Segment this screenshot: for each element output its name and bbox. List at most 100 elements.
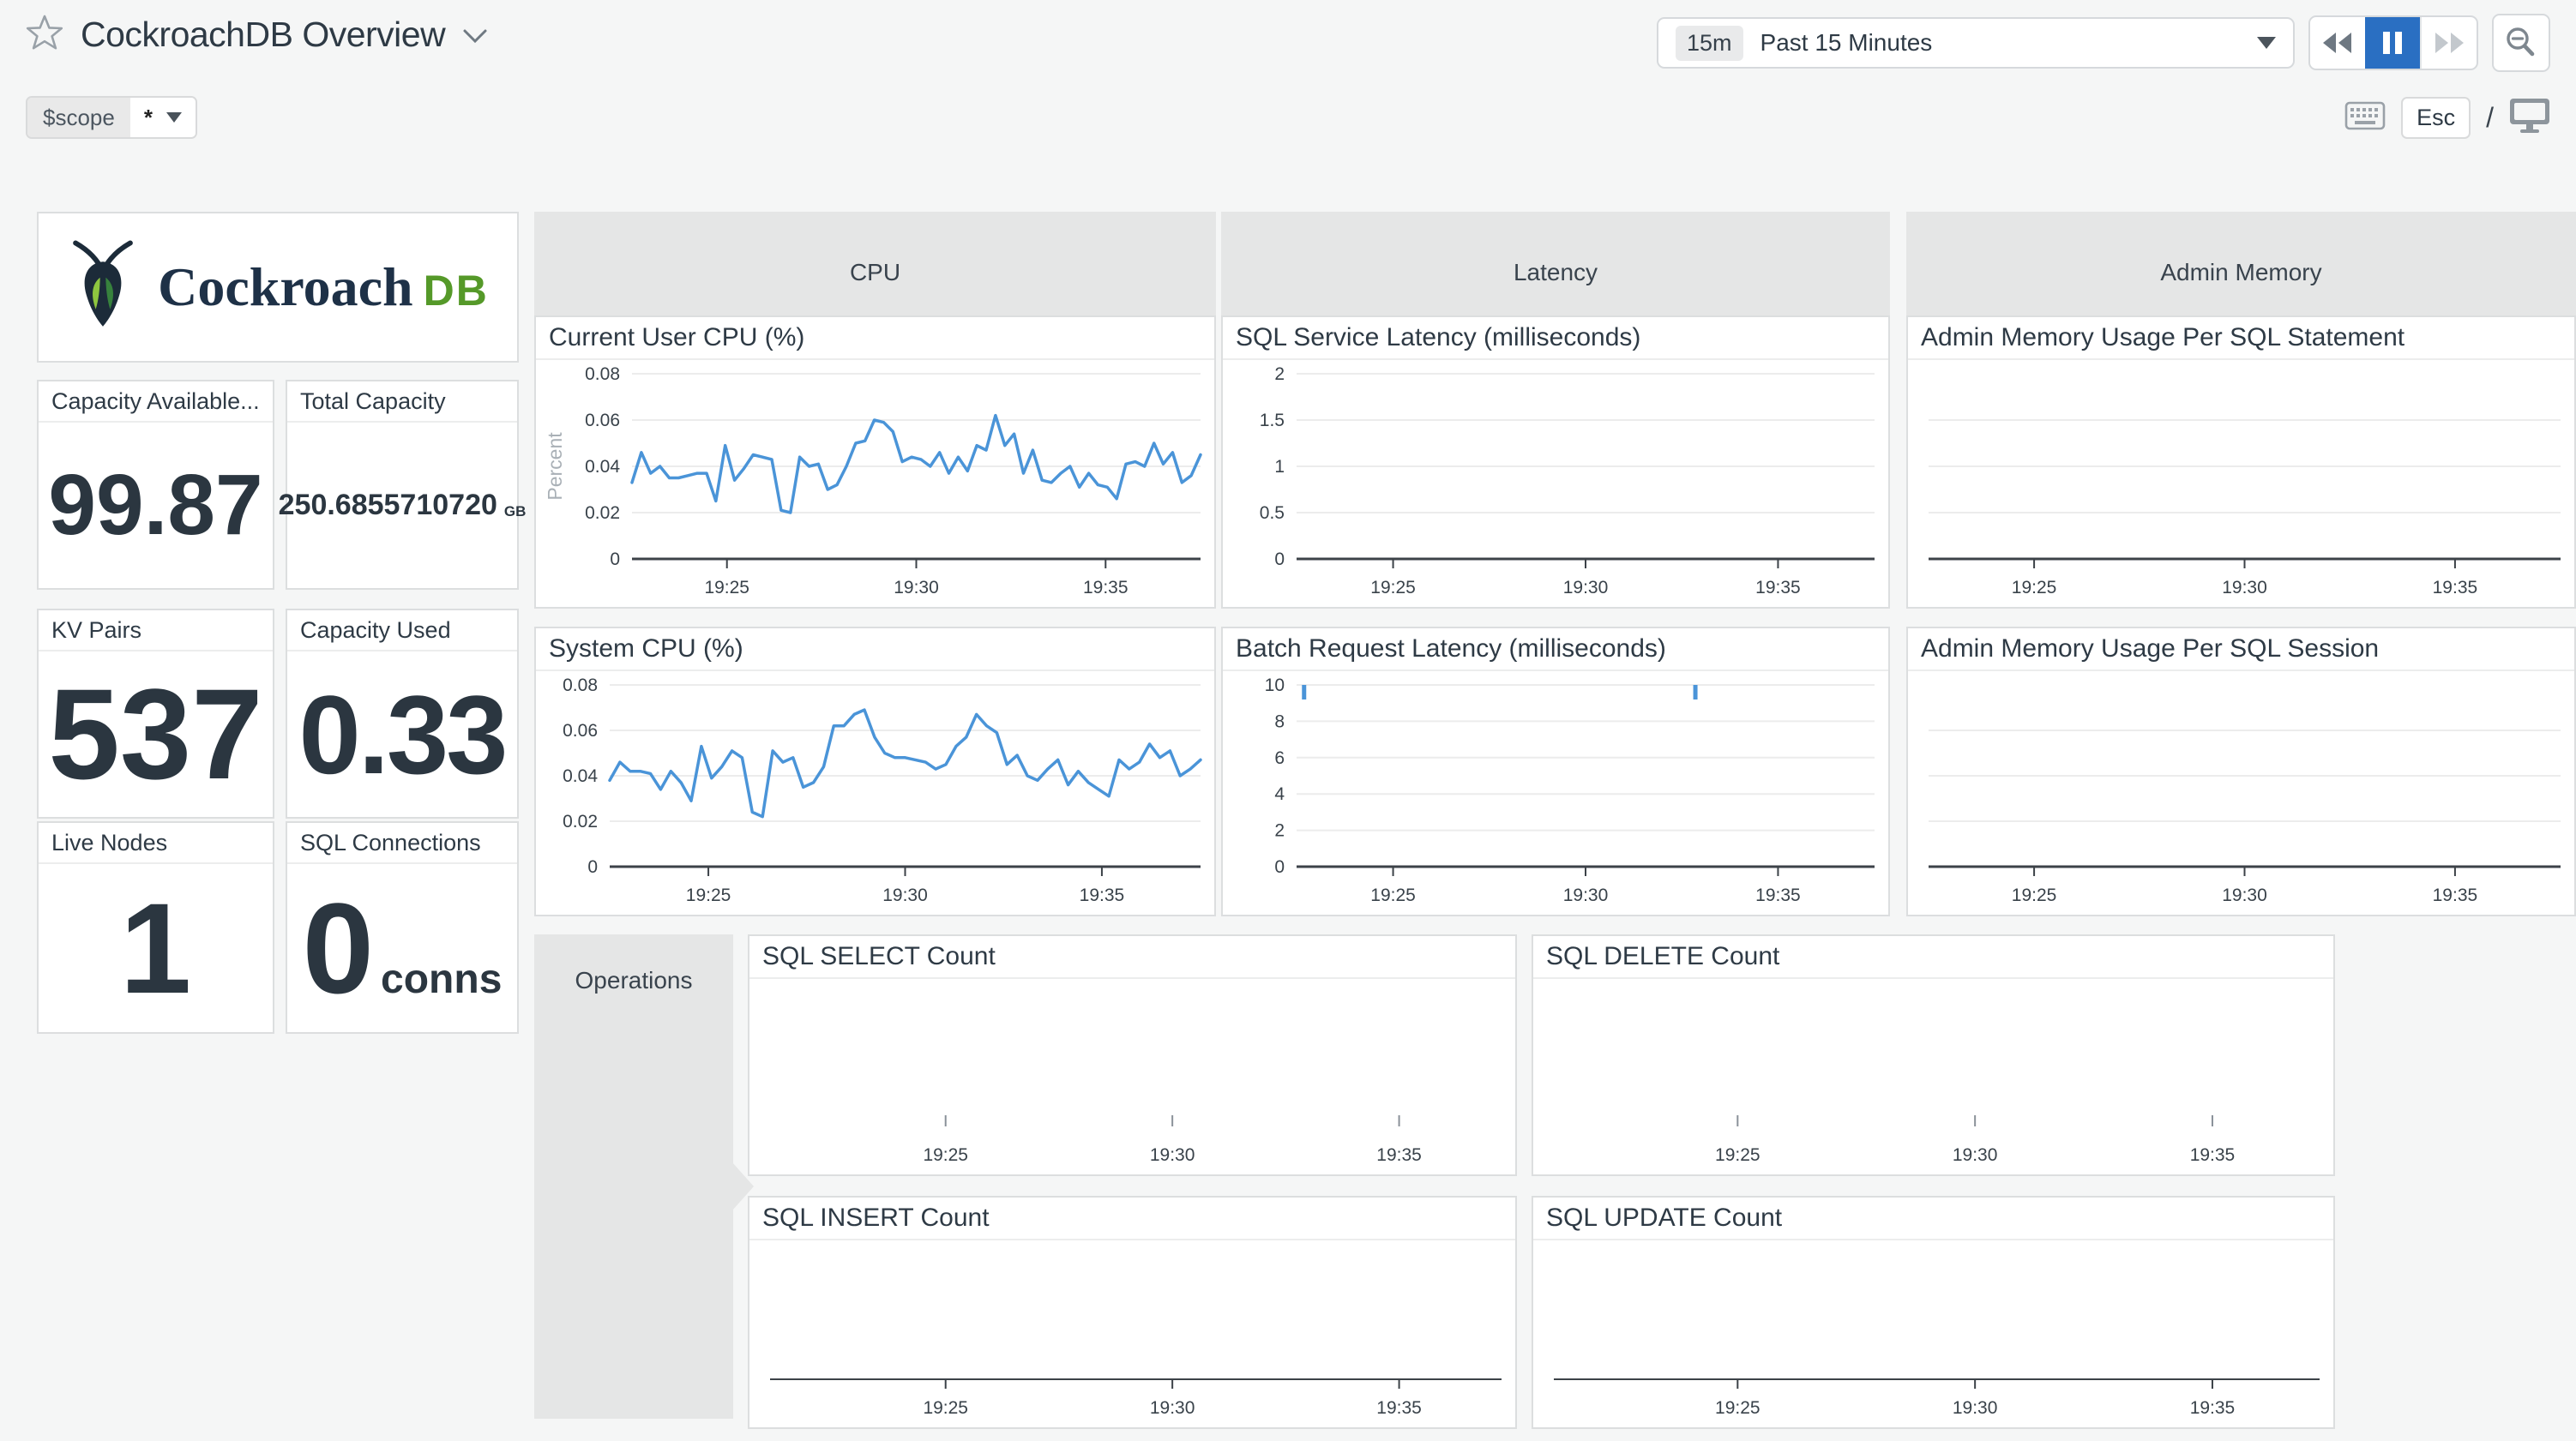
svg-text:2: 2: [1274, 821, 1285, 841]
svg-text:19:35: 19:35: [1755, 578, 1801, 597]
chart-plot-area[interactable]: 19:25 19:30 19:35: [1533, 979, 2333, 1174]
chart-title: SQL INSERT Count: [749, 1198, 1515, 1240]
svg-text:19:35: 19:35: [1755, 886, 1801, 905]
svg-text:6: 6: [1274, 748, 1285, 768]
time-range-selector[interactable]: 15m Past 15 Minutes: [1657, 17, 2295, 69]
svg-text:10: 10: [1265, 675, 1285, 695]
chart-sql-delete-count: SQL DELETE Count 19:25 19:30 19:35: [1532, 934, 2335, 1176]
logo-wordmark: Cockroach: [158, 256, 413, 317]
scope-value-text: *: [143, 104, 153, 130]
fast-forward-button[interactable]: [2420, 17, 2477, 69]
svg-text:19:30: 19:30: [1953, 1398, 1998, 1418]
chart-plot-area[interactable]: 0 2 4 6 8 10 19:25 19:30 19:35: [1223, 671, 1888, 915]
svg-text:2: 2: [1274, 364, 1285, 384]
stat-card-kv-pairs[interactable]: KV Pairs 537: [37, 609, 274, 819]
svg-text:0.08: 0.08: [585, 364, 620, 384]
group-label: CPU: [849, 259, 901, 285]
chart-plot-area[interactable]: 19:25 19:30 19:35: [1908, 360, 2574, 607]
svg-text:1: 1: [1274, 457, 1285, 477]
time-shift-controls: [2308, 15, 2478, 70]
tv-mode-icon[interactable]: [2509, 98, 2550, 138]
chart-title: Admin Memory Usage Per SQL Statement: [1908, 317, 2574, 360]
stat-card-title: Capacity Available...: [39, 381, 273, 423]
chart-plot-area[interactable]: 19:25 19:30 19:35: [749, 979, 1515, 1174]
stat-card-title: SQL Connections: [287, 823, 517, 864]
stat-card-capacity-available[interactable]: Capacity Available... 99.87: [37, 380, 274, 590]
svg-text:0.04: 0.04: [563, 766, 598, 786]
stat-card-total-capacity[interactable]: Total Capacity 250.6855710720 GB: [279, 380, 527, 590]
chart-title: Current User CPU (%): [536, 317, 1214, 360]
svg-text:19:25: 19:25: [1370, 578, 1416, 597]
stat-card-title: Live Nodes: [39, 823, 273, 864]
svg-text:19:35: 19:35: [1376, 1398, 1422, 1418]
chart-current-user-cpu: Current User CPU (%) 0 0.02 0.04 0.06 0.08 19…: [534, 315, 1216, 609]
svg-text:1.5: 1.5: [1260, 411, 1285, 430]
svg-text:19:35: 19:35: [2433, 886, 2478, 905]
svg-text:Percent: Percent: [544, 432, 566, 501]
svg-text:19:25: 19:25: [686, 886, 731, 905]
dropdown-caret-icon: [2257, 37, 2276, 49]
svg-text:0.06: 0.06: [563, 721, 598, 741]
svg-text:19:30: 19:30: [2222, 886, 2267, 905]
zoom-out-button[interactable]: [2492, 14, 2550, 72]
template-variable-bar: $scope * Esc /: [0, 72, 2576, 139]
stat-card-value: 0.33: [298, 671, 508, 797]
chart-title: SQL DELETE Count: [1533, 936, 2333, 979]
svg-text:4: 4: [1274, 784, 1285, 804]
scope-variable-value[interactable]: *: [129, 98, 196, 137]
chart-sql-insert-count: SQL INSERT Count 19:25 19:30 19:35: [748, 1196, 1517, 1429]
dashboard-header: CockroachDB Overview 15m Past 15 Minutes: [0, 0, 2576, 72]
chart-plot-area[interactable]: 19:25 19:30 19:35: [749, 1240, 1515, 1427]
svg-text:19:30: 19:30: [882, 886, 928, 905]
rewind-button[interactable]: [2310, 17, 2365, 69]
svg-text:19:30: 19:30: [894, 578, 939, 597]
chart-batch-request-latency: Batch Request Latency (milliseconds) 0 2 4…: [1221, 627, 1890, 916]
stat-card-value: 250.6855710720 GB: [279, 423, 527, 588]
chart-plot-area[interactable]: 19:25 19:30 19:35: [1533, 1240, 2333, 1427]
group-header-operations[interactable]: Operations: [534, 934, 754, 1419]
stat-card-title: Capacity Used: [287, 610, 517, 651]
svg-text:19:35: 19:35: [1083, 578, 1129, 597]
chart-sql-select-count: SQL SELECT Count 19:25 19:30 19:35: [748, 934, 1517, 1176]
chevron-down-icon[interactable]: [462, 28, 488, 50]
stat-value-text: 250.6855710720: [278, 489, 497, 521]
stat-card-value: 0 conns: [287, 864, 517, 1032]
svg-text:0.02: 0.02: [585, 503, 620, 523]
svg-text:0.04: 0.04: [585, 457, 620, 477]
chart-plot-area[interactable]: 0 0.02 0.04 0.06 0.08 19:25 19:30 19:35 Percent: [536, 360, 1214, 607]
svg-text:19:35: 19:35: [2433, 578, 2478, 597]
svg-text:0.02: 0.02: [563, 812, 598, 832]
stat-card-sql-connections[interactable]: SQL Connections 0 conns: [286, 821, 519, 1034]
chart-plot-area[interactable]: 19:25 19:30 19:35: [1908, 671, 2574, 915]
svg-text:19:35: 19:35: [2190, 1145, 2236, 1165]
chart-system-cpu: System CPU (%) 0 0.02 0.04 0.06 0.08 19:25 19:…: [534, 627, 1216, 916]
scope-variable-name: $scope: [27, 98, 130, 137]
stat-card-title: KV Pairs: [39, 610, 273, 651]
keyboard-shortcuts-icon[interactable]: [2344, 101, 2386, 135]
stat-value-unit: GB: [503, 502, 527, 519]
svg-text:19:35: 19:35: [1376, 1145, 1422, 1165]
group-label: Admin Memory: [2160, 259, 2322, 285]
chart-title: Admin Memory Usage Per SQL Session: [1908, 628, 2574, 671]
chart-plot-area[interactable]: 0 0.02 0.04 0.06 0.08 19:25 19:30 19:35: [536, 671, 1214, 915]
chart-sql-update-count: SQL UPDATE Count 19:25 19:30 19:35: [1532, 1196, 2335, 1429]
chart-sql-service-latency: SQL Service Latency (milliseconds) 0 0.5 1…: [1221, 315, 1890, 609]
svg-text:19:30: 19:30: [1150, 1145, 1195, 1165]
scope-variable-pill[interactable]: $scope *: [26, 96, 197, 139]
svg-text:19:25: 19:25: [1715, 1145, 1760, 1165]
svg-text:19:30: 19:30: [1150, 1398, 1195, 1418]
svg-text:19:25: 19:25: [923, 1145, 968, 1165]
svg-text:0.06: 0.06: [585, 411, 620, 430]
group-label: Latency: [1513, 259, 1598, 285]
star-icon[interactable]: [26, 14, 63, 56]
chart-plot-area[interactable]: 0 0.5 1 1.5 2 19:25 19:30 19:35: [1223, 360, 1888, 607]
stat-card-live-nodes[interactable]: Live Nodes 1: [37, 821, 274, 1034]
group-header-admin-memory[interactable]: Admin Memory: [1906, 212, 2576, 354]
stat-card-value: 99.87: [48, 457, 263, 553]
stat-card-capacity-used[interactable]: Capacity Used 0.33: [286, 609, 519, 819]
svg-text:19:25: 19:25: [2012, 578, 2057, 597]
pause-button[interactable]: [2365, 17, 2420, 69]
chart-title: SQL SELECT Count: [749, 936, 1515, 979]
cockroachdb-logo-icon: [67, 239, 139, 336]
esc-key-hint: Esc: [2401, 96, 2471, 139]
